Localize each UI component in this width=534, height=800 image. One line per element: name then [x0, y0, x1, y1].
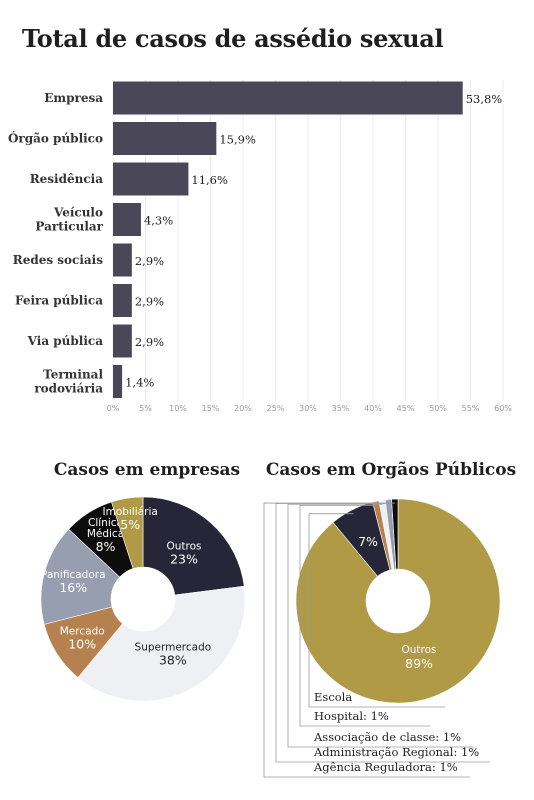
callout-label: Hospital: 1%	[314, 709, 389, 723]
data-label: 11,6%	[191, 173, 228, 187]
x-tick-label: 50%	[429, 404, 447, 413]
slice-label: Clínica Médica	[87, 517, 124, 540]
x-tick-label: 5%	[139, 404, 152, 413]
x-tick-label: 55%	[462, 404, 480, 413]
bar-chart: 0% 5% 10% 15% 20% 25% 30% 35% 40% 45% 50% 55% 60% Emp…	[8, 80, 512, 413]
pie-slice	[77, 585, 246, 702]
callout-label: Escola	[314, 690, 352, 704]
bar	[113, 284, 132, 317]
callout-label: Associação de classe: 1%	[313, 730, 461, 744]
x-tick-label: 35%	[332, 404, 350, 413]
pie-slice	[391, 498, 399, 570]
x-tick-label: 60%	[494, 404, 512, 413]
bar	[113, 324, 132, 358]
callout-line	[287, 503, 474, 748]
data-label: 1,4%	[125, 376, 154, 390]
category-label: Via pública	[27, 334, 104, 348]
pie-slice	[142, 496, 245, 596]
category-label: Residência	[30, 172, 104, 186]
slice-label: Mercado	[60, 626, 105, 638]
slice-value-label: 23%	[170, 551, 198, 566]
callout-line	[299, 504, 430, 727]
pie-slice	[295, 498, 501, 704]
bar	[113, 162, 189, 196]
slice-label: Imobiliária	[103, 506, 158, 518]
slice-value-label: 38%	[159, 652, 187, 667]
callout-label: Agência Reguladora: 1%	[313, 760, 458, 774]
data-label: 2,9%	[135, 295, 164, 309]
pie-title: Casos em Orgãos Públicos	[266, 460, 516, 480]
x-tick-label: 10%	[169, 404, 187, 413]
data-label: 4,3%	[144, 214, 173, 228]
x-tick-label: 0%	[107, 404, 120, 413]
callout-line	[263, 502, 470, 778]
slice-label: Outros	[402, 644, 437, 656]
data-label: 53,8%	[466, 92, 503, 106]
slice-value-label: 5%	[120, 517, 140, 532]
slice-label: Outros	[166, 540, 201, 552]
pie-title: Casos em empresas	[54, 460, 240, 480]
slice-label: Panificadora	[41, 569, 106, 581]
pie-slice	[40, 528, 121, 625]
data-label: 15,9%	[219, 133, 256, 147]
category-label: Feira pública	[15, 294, 103, 308]
category-label: Veículo Particular	[35, 206, 103, 234]
x-tick-label: 30%	[299, 404, 317, 413]
category-label: Redes sociais	[13, 253, 104, 267]
category-label: Órgão público	[8, 130, 103, 146]
x-tick-label: 45%	[397, 404, 415, 413]
category-label: Empresa	[44, 91, 103, 105]
bar	[113, 203, 141, 236]
callout-line	[308, 513, 445, 708]
category-label: Terminal rodoviária	[34, 368, 103, 396]
slice-value-label: 89%	[405, 656, 433, 671]
x-tick-label: 15%	[202, 404, 220, 413]
pie-slice	[111, 496, 144, 569]
data-label: 2,9%	[135, 335, 164, 349]
bar	[113, 81, 463, 115]
data-label: 2,9%	[135, 254, 164, 268]
page-title: Total de casos de assédio sexual	[22, 24, 444, 53]
x-tick-label: 20%	[234, 404, 252, 413]
x-tick-label: 25%	[267, 404, 285, 413]
x-tick-label: 40%	[364, 404, 382, 413]
bar	[113, 243, 132, 277]
slice-value-label: 8%	[96, 539, 116, 554]
slice-label: Supermercado	[135, 641, 212, 653]
callout-label: Administração Regional: 1%	[313, 745, 479, 759]
slice-value-label: 10%	[68, 637, 96, 652]
slice-value-label: 7%	[358, 534, 378, 549]
slice-value-label: 16%	[59, 580, 87, 595]
bar	[113, 365, 123, 398]
bar	[113, 122, 217, 155]
